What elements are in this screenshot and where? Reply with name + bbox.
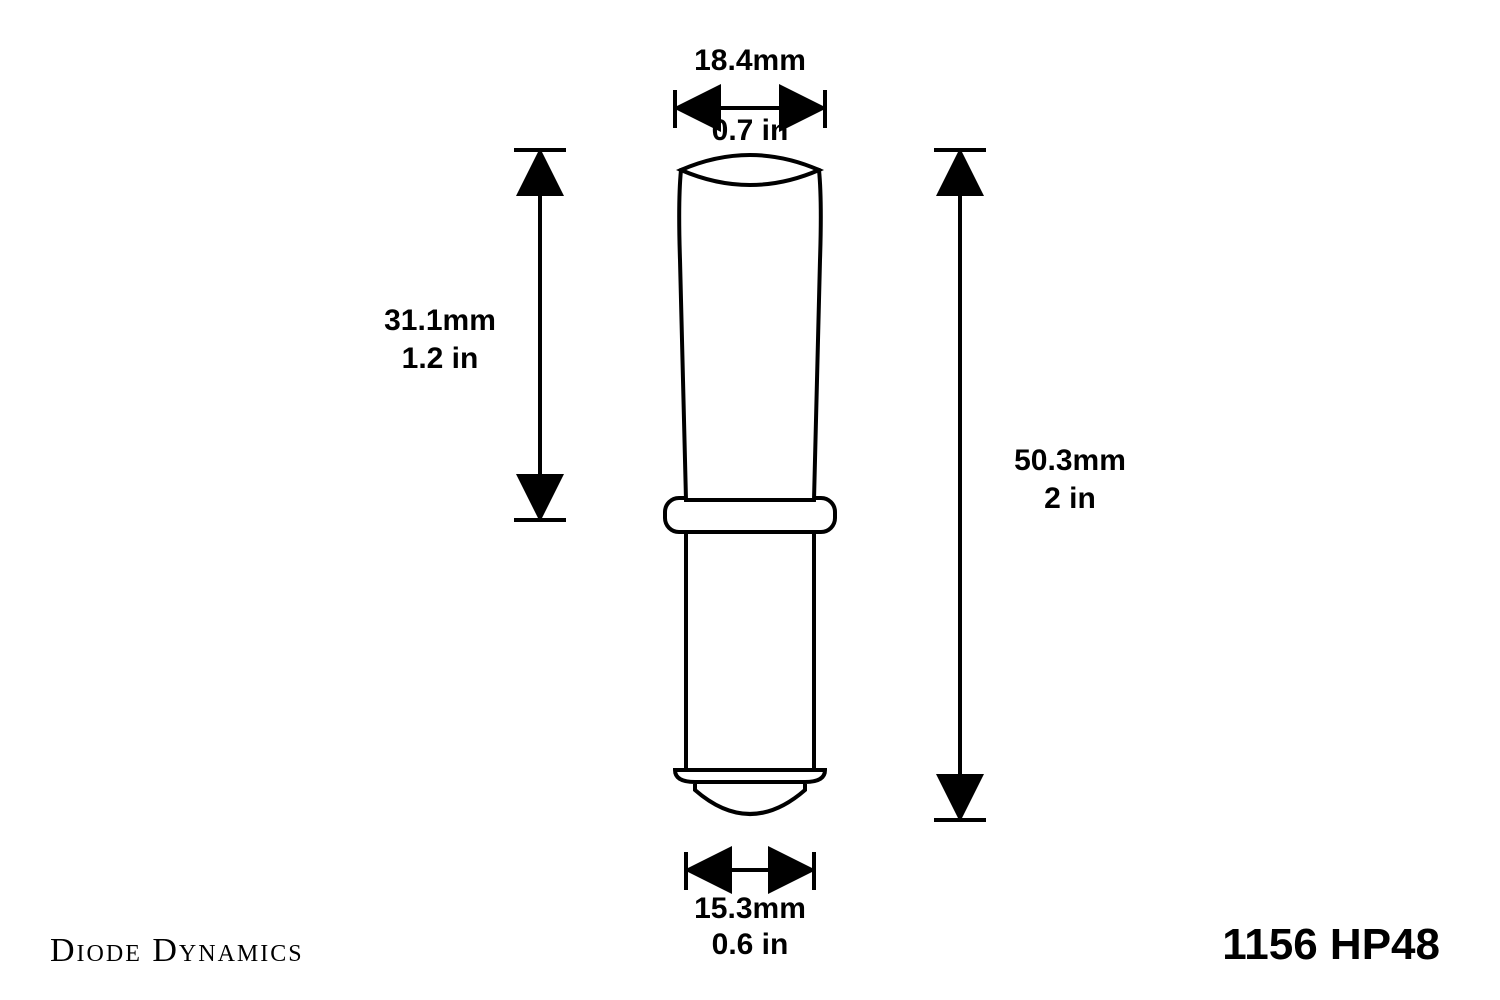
dim-top-width-in: 0.7 in bbox=[712, 114, 789, 147]
bulb-upper-body bbox=[679, 159, 821, 500]
dim-total-height: 50.3mm 2 in bbox=[934, 150, 1126, 820]
dim-total-height-in: 2 in bbox=[1044, 482, 1096, 515]
bulb-collar bbox=[665, 498, 835, 532]
dim-base-width-mm: 15.3mm bbox=[694, 892, 806, 925]
dim-top-width-mm: 18.4mm bbox=[694, 44, 806, 77]
product-label: 1156 HP48 bbox=[1222, 920, 1440, 970]
dim-total-height-mm: 50.3mm bbox=[1014, 444, 1126, 477]
dim-top-width: 18.4mm 0.7 in bbox=[675, 44, 825, 147]
dim-upper-height-mm: 31.1mm bbox=[384, 304, 496, 337]
brand-label: Diode Dynamics bbox=[50, 932, 304, 970]
dim-base-width-in: 0.6 in bbox=[712, 928, 789, 961]
dim-upper-height-in: 1.2 in bbox=[402, 342, 479, 375]
dim-base-width: 15.3mm 0.6 in bbox=[686, 852, 814, 961]
dimension-diagram: 18.4mm 0.7 in 31.1mm 1.2 in 50.3mm 2 in … bbox=[0, 0, 1500, 1000]
dim-upper-height: 31.1mm 1.2 in bbox=[384, 150, 566, 520]
